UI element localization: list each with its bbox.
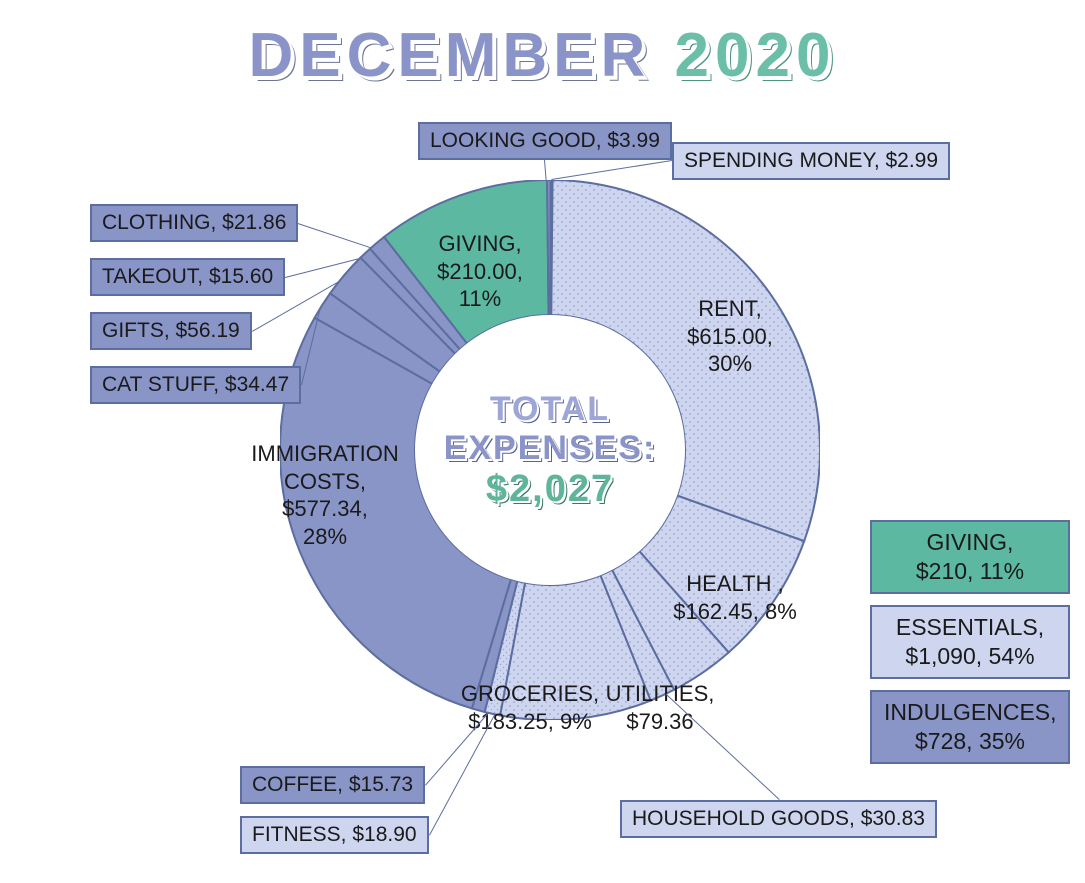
legend-giving: GIVING, $210, 11% — [870, 520, 1070, 594]
callout-spending-money: SPENDING MONEY, $2.99 — [672, 142, 950, 180]
callout-fitness: FITNESS, $18.90 — [240, 816, 429, 854]
callout-line — [544, 160, 547, 180]
center-line-1: TOTAL — [490, 390, 610, 429]
legend-indulgences: INDULGENCES, $728, 35% — [870, 690, 1070, 764]
slice-label-immigration-costs: IMMIGRATION COSTS, $577.34, 28% — [245, 440, 405, 550]
slice-label-giving: GIVING, $210.00, 11% — [400, 230, 560, 313]
callout-line — [551, 160, 672, 180]
title-word-2: 2020 — [675, 21, 837, 90]
legend-essentials: ESSENTIALS, $1,090, 54% — [870, 605, 1070, 679]
callout-household-goods: HOUSEHOLD GOODS, $30.83 — [620, 800, 937, 838]
center-line-3: $2,027 — [486, 468, 614, 511]
callout-looking-good: LOOKING GOOD, $3.99 — [418, 122, 672, 160]
title-word-1: DECEMBER — [249, 21, 652, 90]
slice-label-rent: RENT, $615.00, 30% — [650, 295, 810, 378]
callout-cat-stuff: CAT STUFF, $34.47 — [90, 366, 301, 404]
callout-clothing: CLOTHING, $21.86 — [90, 204, 298, 242]
slice-label-health: HEALTH , $162.45, 8% — [655, 570, 815, 625]
center-line-2: EXPENSES: — [444, 429, 657, 468]
callout-takeout: TAKEOUT, $15.60 — [90, 258, 285, 296]
center-summary: TOTAL EXPENSES: $2,027 — [415, 315, 685, 585]
page-title: DECEMBER 2020 — [0, 20, 1085, 91]
callout-coffee: COFFEE, $15.73 — [240, 766, 425, 804]
callout-gifts: GIFTS, $56.19 — [90, 312, 252, 350]
